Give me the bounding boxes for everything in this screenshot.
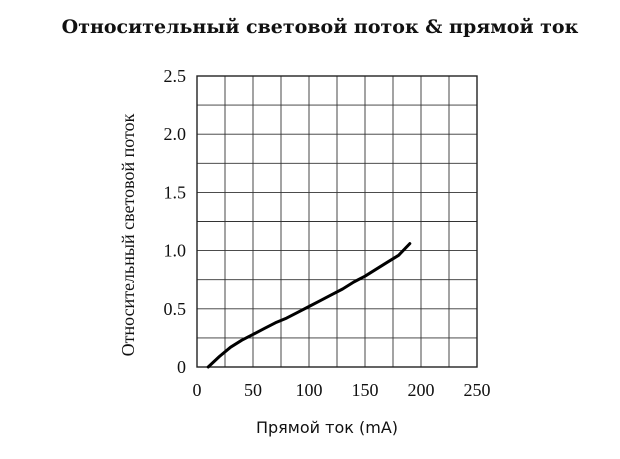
chart-title: Относительный световой поток & прямой то… [62, 16, 579, 38]
x-tick-label: 50 [244, 380, 262, 400]
y-tick-labels: 0 0.5 1.0 1.5 2.0 2.5 [164, 66, 187, 377]
y-tick-label: 0 [177, 357, 186, 377]
x-tick-labels: 0 50 100 150 200 250 [193, 380, 491, 400]
x-axis-label: Прямой ток (mA) [256, 418, 398, 437]
x-tick-label: 250 [464, 380, 491, 400]
y-tick-label: 2.0 [164, 124, 187, 144]
x-tick-label: 100 [296, 380, 323, 400]
grid [197, 76, 477, 367]
series-line [206, 242, 412, 369]
y-tick-label: 2.5 [164, 66, 187, 86]
series [206, 242, 412, 369]
x-tick-label: 200 [408, 380, 435, 400]
y-axis-label: Относительный световой поток [118, 113, 138, 356]
plot-frame [196, 75, 478, 368]
x-tick-label: 0 [193, 380, 202, 400]
x-tick-label: 150 [352, 380, 379, 400]
y-tick-label: 0.5 [164, 299, 187, 319]
y-tick-label: 1.0 [164, 241, 187, 261]
y-tick-label: 1.5 [164, 182, 187, 202]
